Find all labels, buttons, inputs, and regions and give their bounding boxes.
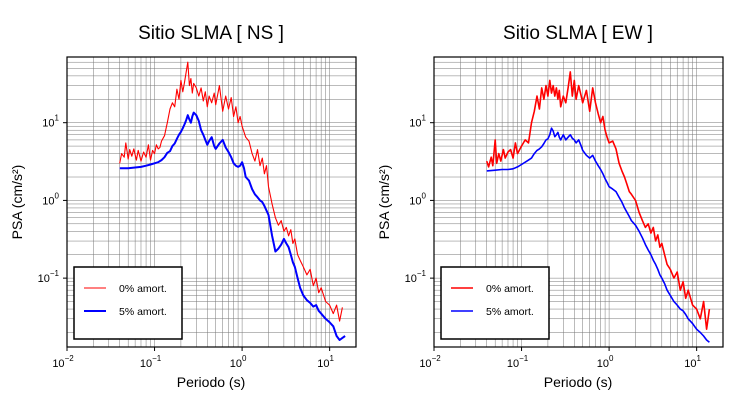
x-tick-label: 101: [317, 354, 334, 370]
x-tick-label: 100: [597, 354, 614, 370]
chart-title: Sitio SLMA [ EW ]: [503, 23, 653, 44]
x-tick-label: 101: [684, 354, 701, 370]
y-tick-mantissa: 10: [42, 118, 54, 130]
x-tick-exponent: −2: [65, 354, 75, 363]
x-tick-exponent: −2: [432, 354, 442, 363]
x-tick-label: 10−2: [52, 354, 74, 370]
y-tick-exponent: 1: [422, 114, 427, 123]
x-tick-mantissa: 10: [317, 358, 329, 370]
y-axis-label: PSA (cm/s²): [376, 165, 392, 240]
x-tick-exponent: 1: [697, 354, 702, 363]
y-tick-mantissa: 10: [409, 195, 421, 207]
x-tick-label: 10−1: [140, 354, 162, 370]
legend-box: [73, 266, 183, 340]
x-tick-mantissa: 10: [52, 358, 64, 370]
legend-label-0: 0% amort.: [119, 283, 167, 295]
x-tick-mantissa: 10: [140, 358, 152, 370]
y-tick-exponent: −1: [417, 269, 427, 278]
x-tick-exponent: −1: [519, 354, 529, 363]
y-tick-mantissa: 10: [405, 273, 417, 285]
y-tick-mantissa: 10: [42, 195, 54, 207]
x-tick-exponent: 0: [242, 354, 247, 363]
y-tick-label: 101: [42, 114, 59, 130]
grid: [66, 56, 357, 347]
y-tick-mantissa: 10: [409, 118, 421, 130]
x-tick-mantissa: 10: [597, 358, 609, 370]
chart-title: Sitio SLMA [ NS ]: [138, 23, 284, 44]
legend-box: [440, 266, 550, 340]
y-tick-label: 10−1: [405, 269, 427, 285]
legend-label-1: 5% amort.: [486, 306, 534, 318]
legend: 0% amort. 5% amort.: [73, 266, 183, 340]
y-tick-label: 100: [42, 191, 59, 207]
x-tick-label: 100: [230, 354, 247, 370]
y-tick-exponent: 0: [55, 191, 60, 200]
y-tick-exponent: 1: [55, 114, 60, 123]
legend: 0% amort. 5% amort.: [440, 266, 550, 340]
x-tick-exponent: 0: [609, 354, 614, 363]
legend-label-1: 5% amort.: [119, 306, 167, 318]
y-tick-label: 10−1: [38, 269, 60, 285]
x-tick-exponent: 1: [330, 354, 335, 363]
x-tick-mantissa: 10: [419, 358, 431, 370]
legend-label-0: 0% amort.: [486, 283, 534, 295]
y-axis-label: PSA (cm/s²): [9, 165, 25, 240]
x-tick-mantissa: 10: [684, 358, 696, 370]
x-tick-label: 10−2: [419, 354, 441, 370]
y-tick-label: 101: [409, 114, 426, 130]
x-tick-label: 10−1: [507, 354, 529, 370]
x-axis-label: Periodo (s): [177, 374, 245, 390]
y-tick-mantissa: 10: [38, 273, 50, 285]
series-line-0: [485, 71, 711, 331]
series-line-0: [119, 61, 343, 322]
x-axis-label: Periodo (s): [544, 374, 612, 390]
series-line-1: [486, 127, 710, 343]
series-line-1: [119, 111, 346, 341]
plot-frame: [433, 56, 724, 348]
x-tick-exponent: −1: [152, 354, 162, 363]
y-tick-exponent: −1: [50, 269, 60, 278]
x-tick-mantissa: 10: [230, 358, 242, 370]
plot-frame: [66, 56, 357, 348]
y-tick-exponent: 0: [422, 191, 427, 200]
x-tick-mantissa: 10: [507, 358, 519, 370]
y-tick-label: 100: [409, 191, 426, 207]
